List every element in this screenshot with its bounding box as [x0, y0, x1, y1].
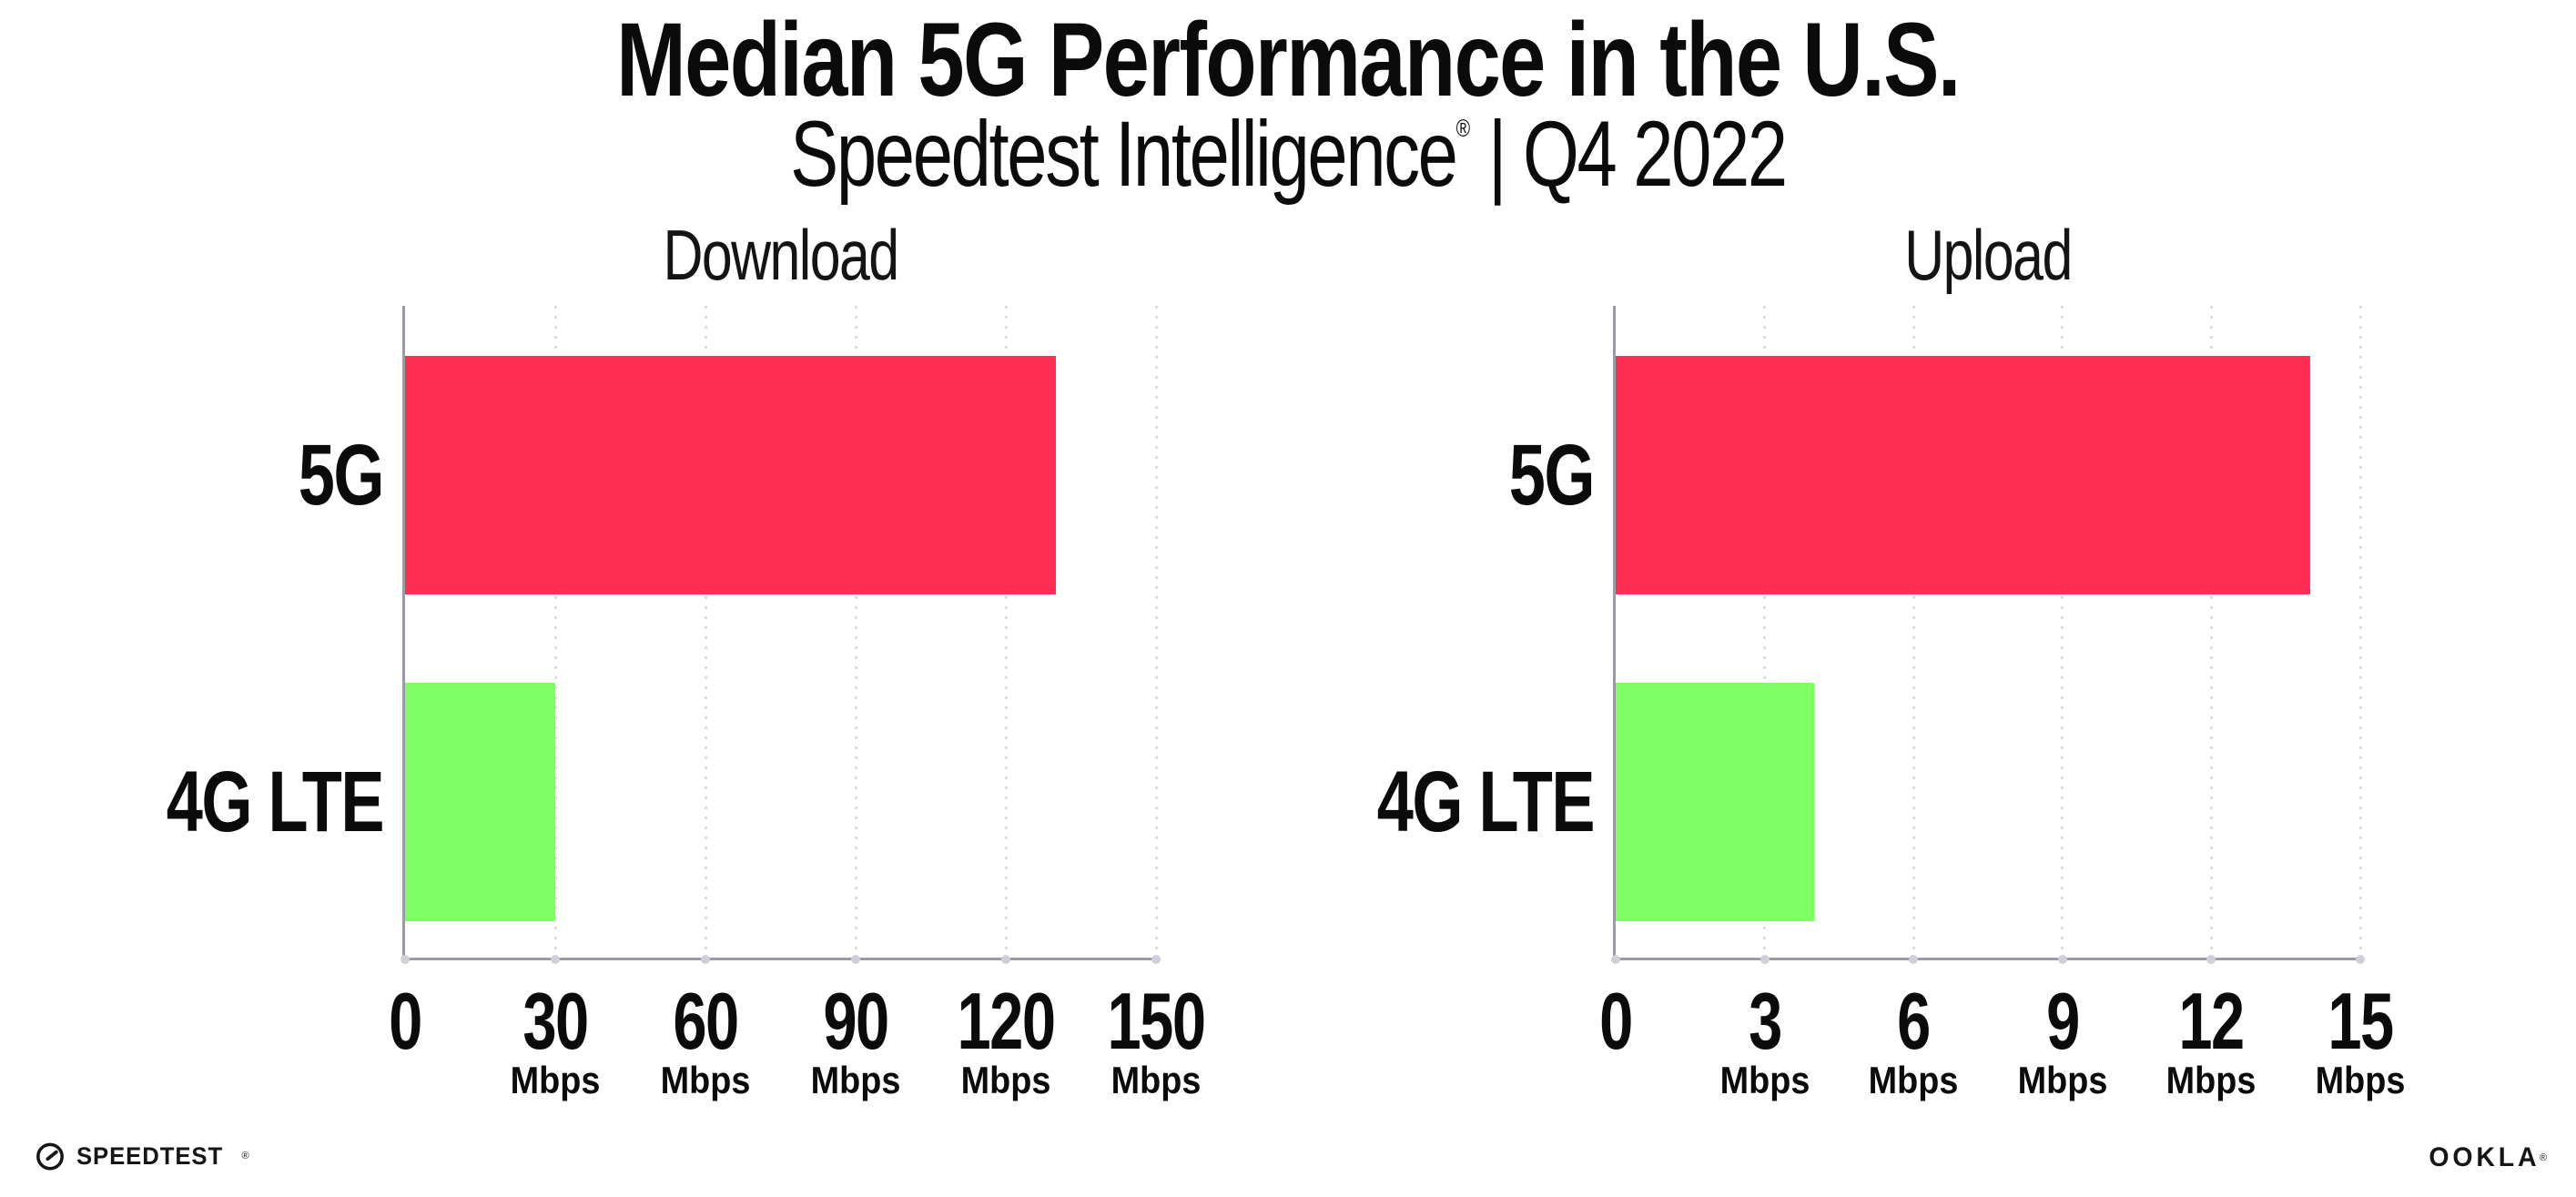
x-tick-label: 60	[673, 976, 739, 1066]
subtitle-brand: Speedtest Intelligence	[790, 102, 1458, 206]
bar-4g-lte	[1616, 683, 1815, 921]
axis-tick-dot	[401, 955, 410, 964]
x-tick-label: 15	[2328, 976, 2394, 1066]
ookla-logo: OOKLA ®	[2423, 1140, 2547, 1176]
axis-tick-dot	[1151, 955, 1161, 964]
upload-chart: Upload 0 3 Mbps 6 Mbps 9 Mbps 12 Mbps 15 Mbps 5G 4G L…	[1377, 219, 2406, 1100]
x-tick-label: 30	[522, 976, 589, 1066]
axis-tick-dot	[851, 955, 860, 964]
x-tick-label: 150	[1107, 976, 1206, 1066]
gridline	[2209, 306, 2213, 958]
x-tick-unit: Mbps	[660, 1059, 751, 1101]
category-label-4g-lte: 4G LTE	[1376, 754, 1596, 850]
x-tick-label: 3	[1748, 976, 1782, 1066]
x-tick-label: 0	[1599, 976, 1633, 1066]
x-tick-label: 9	[2045, 976, 2080, 1066]
chart-title-upload: Upload	[1904, 215, 2073, 295]
registered-trademark-icon: ®	[1455, 115, 1471, 142]
x-tick-unit: Mbps	[510, 1059, 601, 1101]
x-tick-label: 120	[957, 976, 1056, 1066]
bar-5g	[1616, 356, 2311, 594]
x-tick-unit: Mbps	[1719, 1059, 1810, 1101]
axis-tick-dot	[1611, 955, 1620, 964]
x-tick-unit: Mbps	[2017, 1059, 2108, 1101]
x-tick-label: 6	[1897, 976, 1931, 1066]
bar-5g	[405, 356, 1056, 594]
x-tick-unit: Mbps	[1111, 1059, 1202, 1101]
axis-tick-dot	[701, 955, 710, 964]
axis-tick-dot	[1760, 955, 1770, 964]
axis-tick-dot	[1909, 955, 1919, 964]
x-tick-unit: Mbps	[960, 1059, 1051, 1101]
gridline	[1154, 306, 1158, 958]
axis-tick-dot	[1001, 955, 1010, 964]
chart-title-download: Download	[663, 215, 899, 295]
x-tick-label: 12	[2178, 976, 2246, 1066]
axis-tick-dot	[551, 955, 560, 964]
x-tick-unit: Mbps	[2166, 1059, 2257, 1101]
axis-tick-dot	[2057, 955, 2067, 964]
speedtest-wordmark: SPEEDTEST	[76, 1141, 224, 1170]
axis-tick-dot	[2356, 955, 2365, 964]
gridline	[1912, 306, 1915, 958]
gridline	[2061, 306, 2064, 958]
registered-trademark-icon: ®	[2539, 1152, 2547, 1163]
x-tick-unit: Mbps	[1868, 1059, 1959, 1101]
axis-tick-dot	[2206, 955, 2216, 964]
x-tick-label: 0	[389, 976, 422, 1066]
gridline	[2358, 306, 2362, 958]
x-tick-label: 90	[823, 976, 889, 1066]
speedtest-gauge-icon	[36, 1142, 64, 1171]
category-label-5g: 5G	[1508, 427, 1596, 523]
gridline	[1004, 306, 1008, 958]
x-tick-unit: Mbps	[2315, 1059, 2406, 1101]
category-label-4g-lte: 4G LTE	[166, 754, 385, 850]
page-title: Median 5G Performance in the U.S.	[616, 2, 1961, 118]
page-subtitle: Speedtest Intelligence® | Q4 2022	[283, 105, 2292, 203]
gridline	[704, 306, 707, 958]
bar-4g-lte	[405, 683, 555, 921]
gridline	[553, 306, 557, 958]
gridline	[854, 306, 857, 958]
ookla-wordmark: OOKLA	[2428, 1142, 2540, 1172]
category-label-5g: 5G	[298, 427, 385, 523]
subtitle-period: | Q4 2022	[1470, 102, 1788, 206]
download-chart: Download 0 30 Mbps 60 Mbps 90 Mbps 120 Mbps 150 Mbp…	[167, 219, 1206, 1100]
x-tick-unit: Mbps	[810, 1059, 901, 1101]
gridline	[1763, 306, 1767, 958]
registered-trademark-icon: ®	[241, 1151, 249, 1161]
speedtest-logo: SPEEDTEST ®	[35, 1136, 249, 1176]
